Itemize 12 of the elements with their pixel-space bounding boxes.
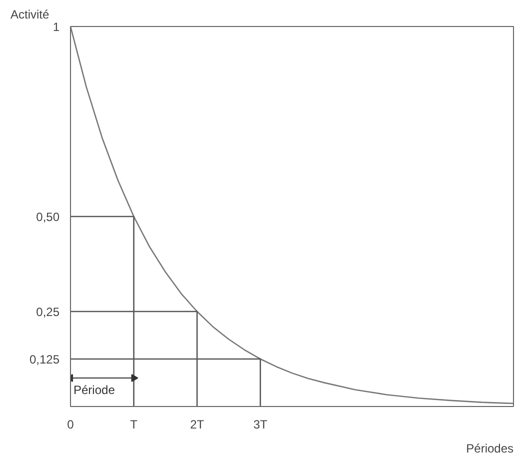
x-tick-label: T [130, 418, 138, 432]
line-series [70, 26, 514, 404]
x-axis-title: Périodes [466, 442, 514, 456]
x-tick-label: 3T [253, 418, 268, 432]
y-tick-label: 1 [52, 20, 60, 34]
x-tick-label: 0 [67, 418, 74, 432]
y-axis-title: Activité [10, 8, 50, 22]
annotation: Période [74, 383, 116, 397]
x-tick-label: 2T [190, 418, 205, 432]
y-tick-label: 0,50 [36, 210, 60, 224]
y-tick-label: 0,125 [29, 352, 60, 366]
y-tick-label: 0,25 [36, 305, 60, 319]
